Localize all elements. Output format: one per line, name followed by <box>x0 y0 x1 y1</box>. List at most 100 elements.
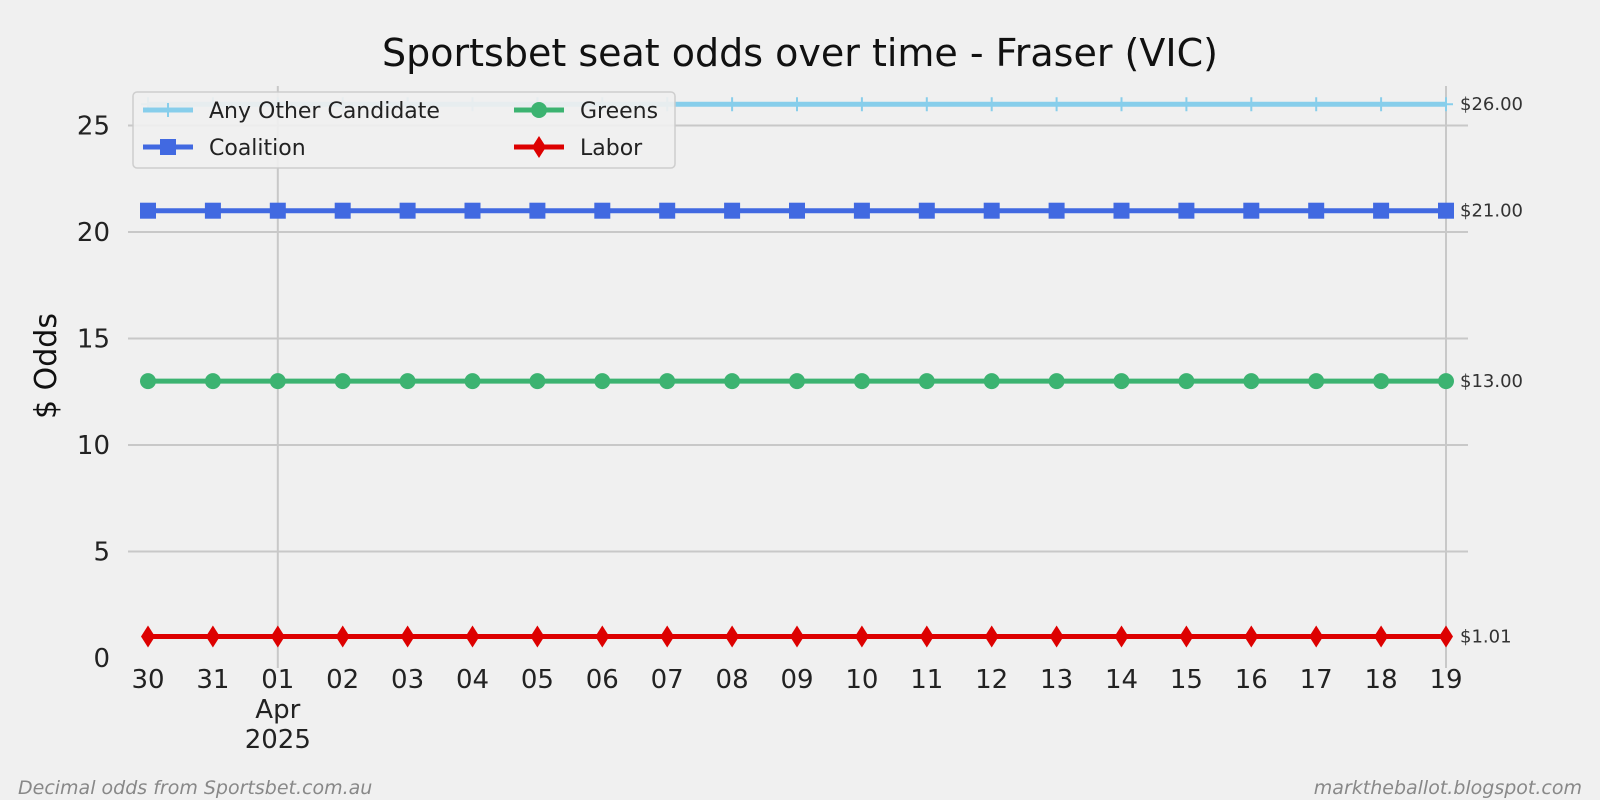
data-point <box>204 202 221 219</box>
end-value-label: $1.01 <box>1460 626 1512 647</box>
data-point <box>724 202 741 219</box>
series-labor <box>141 625 1453 648</box>
data-point <box>789 373 805 390</box>
data-point <box>1114 625 1129 648</box>
y-tick-label: 25 <box>77 112 110 142</box>
legend-label: Greens <box>580 99 658 124</box>
data-point <box>983 373 1000 390</box>
data-point <box>854 97 869 112</box>
data-point <box>1048 373 1065 390</box>
legend-item: Any Other Candidate <box>143 99 440 124</box>
data-point <box>1048 202 1065 219</box>
data-point <box>1244 97 1259 112</box>
legend-swatch-marker <box>531 102 547 118</box>
x-tick-label: 05 <box>521 665 554 695</box>
data-point <box>334 202 351 219</box>
y-axis-ticks: 0 5 10 15 20 25 <box>77 112 110 675</box>
y-tick-label: 15 <box>77 325 110 355</box>
data-point <box>1308 373 1325 390</box>
data-point <box>529 202 546 219</box>
data-point <box>724 373 741 390</box>
data-point <box>1438 373 1454 390</box>
data-point <box>1244 625 1259 648</box>
data-point <box>853 373 870 390</box>
x-tick-label: 18 <box>1365 665 1398 695</box>
legend-item: Greens <box>514 99 658 124</box>
legend-label: Any Other Candidate <box>209 99 440 124</box>
legend: Any Other Candidate Greens Coalition Labor <box>132 91 676 169</box>
data-point <box>790 625 804 648</box>
data-point <box>1178 373 1195 390</box>
data-point <box>1178 202 1195 219</box>
legend-swatch-marker <box>161 103 175 117</box>
data-point <box>335 625 350 648</box>
x-tick-label: 19 <box>1429 665 1462 695</box>
data-point <box>918 202 935 219</box>
data-point <box>659 202 676 219</box>
data-point <box>269 373 286 390</box>
data-point <box>270 625 285 648</box>
data-point <box>1373 202 1390 219</box>
x-tick-label: 14 <box>1105 665 1138 695</box>
data-point <box>1308 202 1325 219</box>
data-point <box>465 625 480 648</box>
y-tick-label: 20 <box>77 218 110 248</box>
data-point <box>464 373 481 390</box>
x-month-label: Apr <box>255 695 300 725</box>
data-point <box>1373 373 1390 390</box>
x-tick-label: 13 <box>1040 665 1073 695</box>
x-tick-label: 03 <box>391 665 424 695</box>
x-tick-label: 11 <box>910 665 943 695</box>
data-point <box>399 373 416 390</box>
data-point <box>983 202 1000 219</box>
data-point <box>529 373 546 390</box>
x-tick-label: 02 <box>326 665 359 695</box>
data-point <box>725 625 740 648</box>
x-axis-ticks: 30 31 01 02 03 04 05 06 07 08 09 10 11 12 13 14 15 16 17 18… <box>131 665 1462 755</box>
data-point <box>400 625 415 648</box>
y-tick-label: 0 <box>93 644 110 674</box>
data-point <box>1439 625 1453 648</box>
data-point <box>464 202 481 219</box>
data-point <box>789 202 805 219</box>
data-point <box>790 97 804 112</box>
end-value-label: $13.00 <box>1460 371 1523 392</box>
x-tick-label: 07 <box>651 665 684 695</box>
data-point <box>1049 625 1064 648</box>
data-point <box>595 625 610 648</box>
data-point <box>919 625 934 648</box>
data-point <box>1309 97 1324 112</box>
data-point <box>660 625 675 648</box>
x-tick-label: 12 <box>975 665 1008 695</box>
legend-swatch-marker <box>532 136 546 158</box>
data-point <box>269 202 286 219</box>
x-tick-label: 10 <box>845 665 878 695</box>
x-tick-label: 30 <box>131 665 164 695</box>
x-tick-label: 04 <box>456 665 489 695</box>
x-tick-label: 06 <box>586 665 619 695</box>
data-point <box>1179 97 1194 112</box>
legend-label: Coalition <box>209 136 306 161</box>
x-year-label: 2025 <box>245 725 311 755</box>
data-point <box>854 625 869 648</box>
data-point <box>204 373 221 390</box>
data-point <box>334 373 351 390</box>
data-point <box>594 202 611 219</box>
data-point <box>594 373 611 390</box>
end-labels: $26.00 $21.00 $13.00 $1.01 <box>1460 94 1523 647</box>
x-tick-label: 09 <box>780 665 813 695</box>
data-point <box>1179 625 1194 648</box>
data-point <box>1243 202 1260 219</box>
data-point <box>853 202 870 219</box>
data-point <box>1439 97 1453 112</box>
data-point <box>1374 97 1389 112</box>
y-tick-label: 10 <box>77 431 110 461</box>
data-point <box>530 625 545 648</box>
series <box>140 97 1454 648</box>
data-point <box>1114 97 1129 112</box>
data-point <box>1113 373 1130 390</box>
x-tick-label: 15 <box>1170 665 1203 695</box>
x-tick-label: 01 <box>261 665 294 695</box>
y-axis-label: $ Odds <box>29 313 64 419</box>
